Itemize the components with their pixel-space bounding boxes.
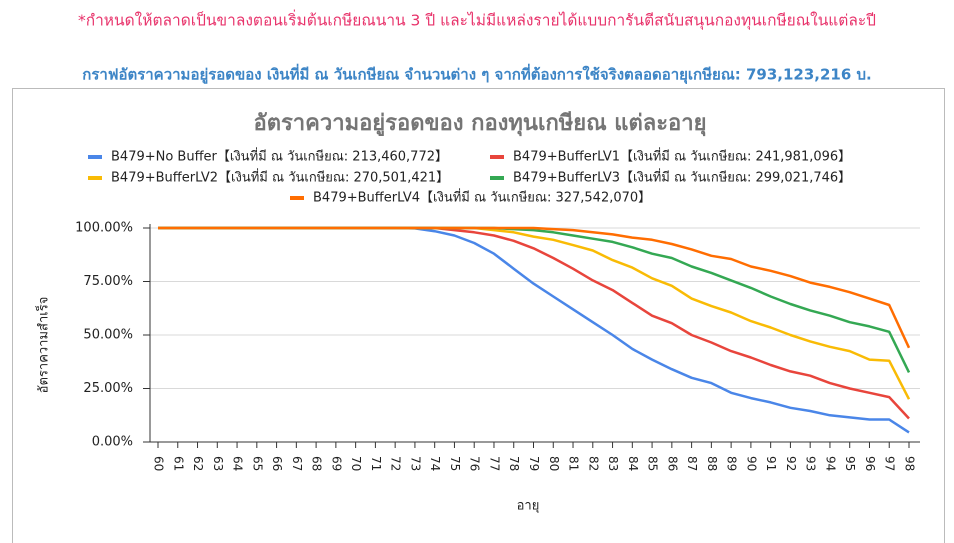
y-tick-label: 100.00% — [75, 221, 133, 236]
x-tick-label: 84 — [626, 456, 640, 471]
x-tick-label: 69 — [329, 456, 343, 471]
legend-label: B479+No Buffer【เงินที่มี ณ วันเกษียณ: 21… — [111, 148, 448, 165]
x-tick-label: 62 — [191, 456, 205, 471]
x-tick-label: 94 — [823, 456, 837, 471]
x-tick-label: 79 — [527, 456, 541, 471]
x-tick-label: 74 — [428, 456, 442, 471]
x-tick-label: 95 — [843, 456, 857, 471]
y-tick-label: 0.00% — [92, 435, 133, 450]
y-tick-label: 25.00% — [83, 381, 133, 396]
x-tick-label: 75 — [448, 456, 462, 471]
x-tick-label: 83 — [606, 456, 620, 471]
legend-label: B479+BufferLV2【เงินที่มี ณ วันเกษียณ: 27… — [111, 169, 449, 186]
x-tick-label: 70 — [349, 456, 363, 471]
x-tick-label: 71 — [369, 456, 383, 471]
x-tick-label: 80 — [547, 456, 561, 471]
legend-label: B479+BufferLV4【เงินที่มี ณ วันเกษียณ: 32… — [313, 189, 651, 206]
series-line — [158, 226, 911, 349]
x-tick-label: 78 — [507, 456, 521, 471]
x-tick-label: 85 — [646, 456, 660, 471]
x-tick-label: 73 — [408, 456, 422, 471]
x-tick-label: 98 — [903, 456, 917, 471]
y-tick-label: 50.00% — [83, 328, 133, 343]
x-tick-label: 93 — [804, 456, 818, 471]
x-tick-label: 89 — [725, 456, 739, 471]
x-tick-label: 60 — [152, 456, 166, 471]
x-axis-title: อายุ — [517, 499, 540, 514]
note: *กำหนดให้ตลาดเป็นขาลงตอนเริ่มต้นเกษียณนา… — [78, 10, 876, 31]
x-tick-label: 68 — [310, 456, 324, 471]
x-tick-label: 66 — [270, 456, 284, 471]
y-tick-label: 75.00% — [83, 274, 133, 289]
chart-frame — [12, 88, 945, 543]
x-tick-label: 81 — [567, 456, 581, 471]
x-tick-label: 96 — [863, 456, 877, 471]
y-axis-title: อัตราความสำเร็จ — [34, 297, 52, 394]
x-tick-label: 97 — [883, 456, 897, 471]
legend-label: B479+BufferLV3【เงินที่มี ณ วันเกษียณ: 29… — [513, 169, 851, 186]
x-tick-label: 82 — [586, 456, 600, 471]
x-tick-label: 72 — [389, 456, 403, 471]
heading: กราฟอัตราความอยู่รอดของ เงินที่มี ณ วันเ… — [82, 64, 871, 85]
x-tick-label: 88 — [705, 456, 719, 471]
x-tick-label: 64 — [231, 456, 245, 471]
x-tick-label: 87 — [685, 456, 699, 471]
x-tick-label: 67 — [290, 456, 304, 471]
x-tick-label: 61 — [171, 456, 185, 471]
x-tick-label: 90 — [744, 456, 758, 471]
x-tick-label: 65 — [250, 456, 264, 471]
x-tick-label: 77 — [487, 456, 501, 471]
chart-title: อัตราความอยู่รอดของ กองทุนเกษียณ แต่ละอา… — [253, 111, 706, 137]
x-tick-label: 76 — [468, 456, 482, 471]
x-tick-label: 92 — [784, 456, 798, 471]
x-tick-label: 86 — [665, 456, 679, 471]
x-tick-label: 63 — [211, 456, 225, 471]
x-tick-label: 91 — [764, 456, 778, 471]
legend-label: B479+BufferLV1【เงินที่มี ณ วันเกษียณ: 24… — [513, 148, 851, 165]
